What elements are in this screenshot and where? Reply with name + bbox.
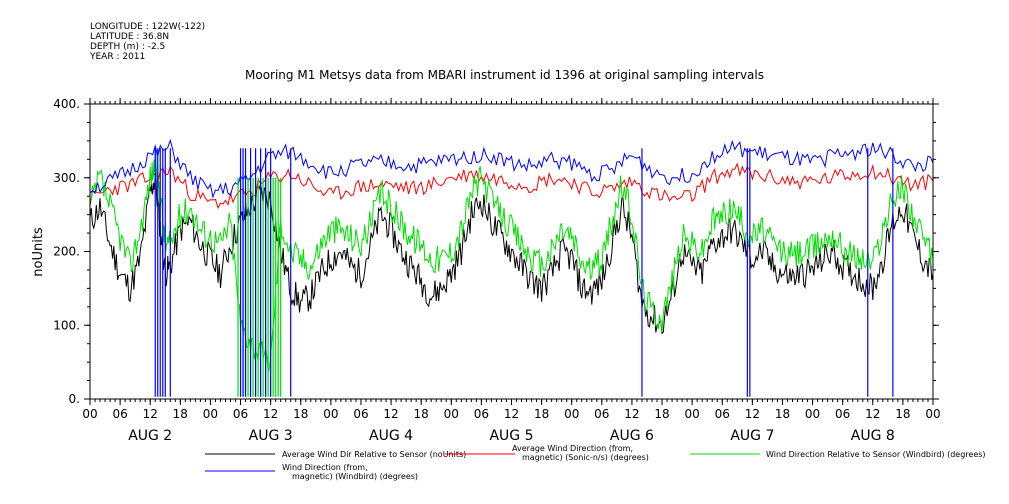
y-tick-label: 200. <box>53 245 80 259</box>
year-text: YEAR : 2011 <box>90 52 146 62</box>
x-tick-label: 06 <box>233 407 248 421</box>
legend-label: Average Wind Dir Relative to Sensor (noU… <box>282 450 466 459</box>
series-line <box>89 172 934 335</box>
x-tick-label: 18 <box>895 407 910 421</box>
y-tick-label: 300. <box>53 171 80 185</box>
day-label: AUG 8 <box>851 428 895 444</box>
x-tick-label: 06 <box>353 407 368 421</box>
x-tick-label: 06 <box>474 407 489 421</box>
latitude-text: LATITUDE : 36.8N <box>90 32 170 42</box>
x-tick-label: 18 <box>293 407 308 421</box>
plot-lines <box>89 138 934 397</box>
legend-label: Wind Direction (from, <box>282 463 368 472</box>
x-tick-label: 00 <box>444 407 459 421</box>
day-label: AUG 6 <box>610 428 654 444</box>
y-axis-label: noUnits <box>31 227 46 277</box>
x-tick-label: 12 <box>143 407 158 421</box>
x-tick-label: 12 <box>504 407 519 421</box>
x-tick-label: 06 <box>594 407 609 421</box>
series-line <box>89 138 934 199</box>
x-tick-label: 00 <box>82 407 97 421</box>
x-tick-label: 18 <box>173 407 188 421</box>
depth-text: DEPTH (m) : -2.5 <box>90 42 166 52</box>
x-tick-label: 12 <box>624 407 639 421</box>
day-label: AUG 3 <box>249 428 293 444</box>
x-tick-label: 12 <box>263 407 278 421</box>
longitude-text: LONGITUDE : 122W(-122) <box>90 22 206 32</box>
x-tick-label: 18 <box>654 407 669 421</box>
x-tick-label: 00 <box>203 407 218 421</box>
day-label: AUG 7 <box>730 428 774 444</box>
x-tick-label: 06 <box>715 407 730 421</box>
x-tick-label: 00 <box>564 407 579 421</box>
x-tick-label: 12 <box>745 407 760 421</box>
metadata-block: LONGITUDE : 122W(-122) LATITUDE : 36.8N … <box>90 22 205 62</box>
legend-label-line2: magnetic) (Windbird) (degrees) <box>292 472 418 481</box>
x-tick-label: 18 <box>414 407 429 421</box>
day-label: AUG 2 <box>128 428 172 444</box>
x-tick-label: 06 <box>112 407 127 421</box>
x-tick-label: 12 <box>383 407 398 421</box>
series-line <box>89 148 934 373</box>
x-tick-label: 00 <box>805 407 820 421</box>
day-label: AUG 4 <box>369 428 413 444</box>
series-line <box>89 162 934 210</box>
x-tick-label: 18 <box>534 407 549 421</box>
day-label: AUG 5 <box>489 428 533 444</box>
x-tick-label: 00 <box>925 407 940 421</box>
legend-label-line2: magnetic) (Sonic-n/s) (degrees) <box>522 453 649 462</box>
y-tick-label: 0. <box>69 392 80 406</box>
legend: Average Wind Dir Relative to Sensor (noU… <box>205 444 986 481</box>
x-tick-label: 12 <box>865 407 880 421</box>
legend-label: Wind Direction Relative to Sensor (Windb… <box>766 450 986 459</box>
x-tick-label: 00 <box>685 407 700 421</box>
axes: 0. 100. 200. 300. 400. 00 06 12 18 00 06 12 18 00 06 12… <box>53 97 940 444</box>
x-tick-label: 06 <box>835 407 850 421</box>
y-tick-label: 400. <box>53 97 80 111</box>
legend-label: Average Wind Direction (from, <box>512 444 633 453</box>
x-tick-label: 18 <box>775 407 790 421</box>
y-tick-label: 100. <box>53 318 80 332</box>
chart-title: Mooring M1 Metsys data from MBARI instru… <box>245 68 764 82</box>
x-tick-label: 00 <box>323 407 338 421</box>
